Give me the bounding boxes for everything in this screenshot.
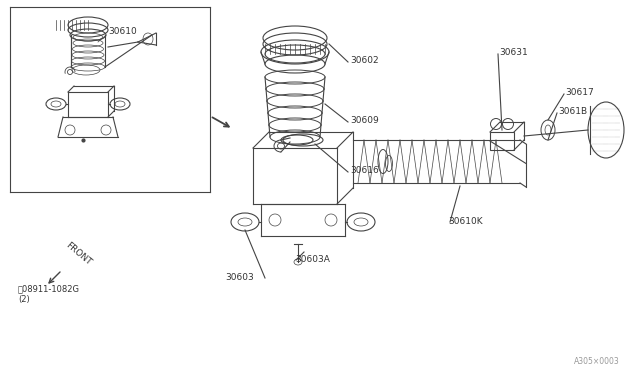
Text: 30609: 30609	[350, 116, 379, 125]
Text: 30631: 30631	[499, 48, 528, 57]
Text: 30603A: 30603A	[295, 255, 330, 264]
Text: 30602: 30602	[350, 56, 379, 65]
Text: 30610K: 30610K	[448, 217, 483, 226]
Text: 30603: 30603	[225, 273, 253, 282]
Text: A305×0003: A305×0003	[574, 357, 620, 366]
Text: 30616: 30616	[350, 166, 379, 175]
Text: ⓝ08911-1082G
(2): ⓝ08911-1082G (2)	[18, 285, 80, 304]
Text: 30617: 30617	[565, 88, 594, 97]
Text: 3061B: 3061B	[558, 107, 587, 116]
Text: FRONT: FRONT	[64, 241, 93, 267]
Text: 30610: 30610	[108, 27, 137, 36]
